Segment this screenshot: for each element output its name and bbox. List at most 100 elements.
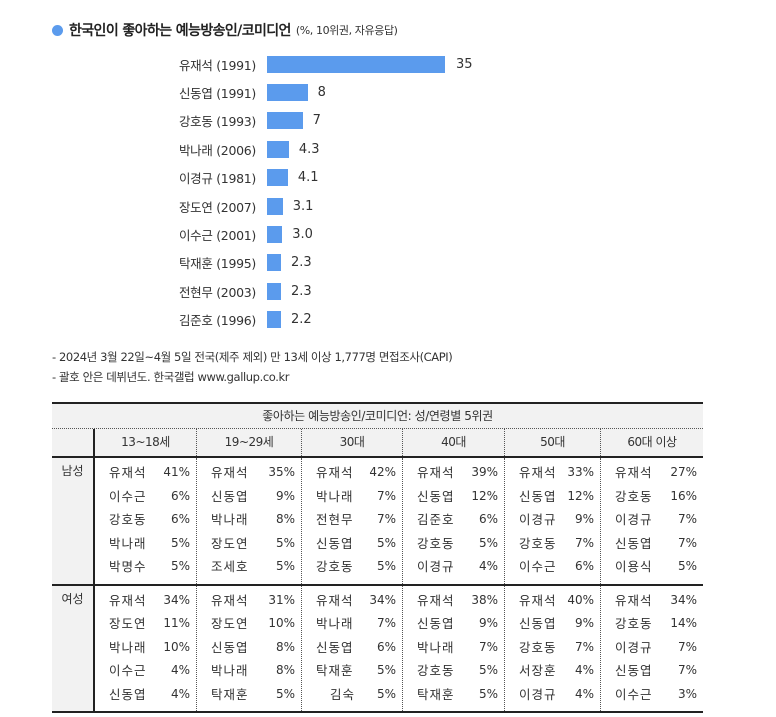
person-name: 이경규 [615,512,653,527]
table-row: 이경규 9% [505,508,600,532]
header-blank-cell [52,429,95,456]
table-row: 박나래 8% [197,659,301,683]
table-group-row: 남성 유재석 41% 이수근 6% 강호동 6% 박나래 5% 박명수 5% 유재석 35% 신동엽 9% 박… [52,458,703,586]
person-name: 신동엽 [316,535,354,551]
table-group-row: 여성 유재석 34% 장도연 11% 박나래 10% 이수근 4% 신동엽 4% 유재석 31% 장도연 1… [52,585,703,713]
percent-value: 7% [677,639,697,654]
column-header: 19~29세 [197,429,302,456]
bar-label: 장도연 (2007) [178,199,256,215]
person-name: 박나래 [316,488,354,504]
percent-value: 5% [376,559,396,573]
percent-value: 5% [275,686,295,701]
table-cell: 유재석 35% 신동엽 9% 박나래 8% 장도연 5% 조세호 5% [197,458,302,584]
person-name: 유재석 [615,592,653,608]
person-name: 신동엽 [519,488,557,504]
percent-value: 4% [170,663,190,677]
table-row: 탁재훈 5% [197,683,301,707]
bar-row: 김준호 (1996) 2.2 [0,306,776,334]
table-row: 장도연 11% [95,612,196,636]
bar-label: 강호동 (1993) [178,114,256,130]
person-name: 이수근 [109,663,147,678]
person-name: 신동엽 [316,639,354,655]
person-name: 박나래 [211,512,249,527]
person-name: 신동엽 [211,639,249,655]
person-name: 유재석 [109,592,147,608]
bar-value: 2.2 [291,312,312,328]
person-name: 유재석 [615,465,653,480]
person-name: 강호동 [519,535,557,551]
person-name: 신동엽 [211,488,249,504]
chart-title: 한국인이 좋아하는 예능방송인/코미디언 (%, 10위권, 자유응답) [52,20,398,40]
person-name: 유재석 [211,592,249,608]
person-name: 김숙 [330,686,356,702]
person-name: 이경규 [615,639,653,655]
percent-value: 5% [170,535,190,550]
table-row: 탁재훈 5% [403,683,504,707]
bar-label: 박나래 (2006) [178,142,256,158]
table-row: 조세호 5% [197,555,301,579]
table-cell: 유재석 33% 신동엽 12% 이경규 9% 강호동 7% 이수근 6% [505,458,601,584]
percent-value: 42% [369,465,396,479]
bar-value: 4.3 [298,141,320,157]
person-name: 탁재훈 [316,663,354,678]
percent-value: 9% [478,616,498,630]
bar-row: 박나래 (2006) 4.3 [0,135,776,163]
percent-value: 4% [478,559,498,573]
column-header: 60대 이상 [627,435,677,449]
percent-value: 5% [376,686,396,701]
table-row: 유재석 42% [302,461,402,485]
person-name: 조세호 [211,559,249,574]
percent-value: 34% [369,592,396,607]
person-name: 이수근 [615,686,653,702]
person-name: 신동엽 [615,663,653,678]
percent-value: 35% [268,465,295,479]
percent-value: 5% [677,559,697,573]
percent-value: 5% [376,663,396,677]
percent-value: 34% [670,592,697,607]
person-name: 강호동 [316,559,354,574]
person-name: 강호동 [109,512,147,527]
table-row: 유재석 39% [403,461,504,485]
person-name: 이경규 [417,559,455,574]
table-row: 이수근 3% [601,683,703,707]
bar-label: 김준호 (1996) [178,313,256,329]
percent-value: 41% [163,465,190,479]
table-row: 유재석 38% [403,589,504,613]
percent-value: 31% [268,592,295,607]
table-row: 탁재훈 5% [302,659,402,683]
bar-label: 이경규 (1981) [178,171,256,187]
person-name: 탁재훈 [211,686,249,702]
person-name: 신동엽 [519,616,557,631]
percent-value: 6% [478,512,498,526]
table-cell: 유재석 39% 신동엽 12% 김준호 6% 강호동 5% 이경규 4% [403,458,505,584]
percent-value: 4% [574,686,594,701]
bar-label: 탁재훈 (1995) [178,256,256,272]
table-row: 이경규 4% [505,683,600,707]
bar [267,83,308,101]
table-row: 강호동 7% [505,636,600,660]
table-row: 신동엽 7% [601,532,703,556]
table-row: 신동엽 12% [403,485,504,509]
table-row: 김숙 5% [302,683,402,707]
percent-value: 5% [478,663,498,677]
percent-value: 6% [574,559,594,573]
person-name: 강호동 [615,488,653,504]
survey-notes: - 2024년 3월 22일~4월 5일 전국(제주 제외) 만 13세 이상 … [52,347,453,387]
percent-value: 12% [471,488,498,503]
table-cell: 유재석 34% 장도연 11% 박나래 10% 이수근 4% 신동엽 4% [95,585,197,711]
person-name: 강호동 [417,663,455,678]
table-row: 이경규 7% [601,508,703,532]
bar [267,169,288,187]
bar [267,225,283,243]
percent-value: 9% [275,488,295,503]
table-row: 이수근 6% [505,555,600,579]
table-row: 유재석 34% [601,589,703,613]
bar [267,311,281,329]
person-name: 이수근 [519,559,557,574]
percent-value: 10% [268,616,295,630]
percent-value: 7% [677,663,697,677]
percent-value: 5% [478,535,498,550]
table-row: 박나래 7% [302,612,402,636]
person-name: 이용식 [615,559,653,574]
table-cell: 유재석 34% 강호동 14% 이경규 7% 신동엽 7% 이수근 3% [601,586,703,712]
